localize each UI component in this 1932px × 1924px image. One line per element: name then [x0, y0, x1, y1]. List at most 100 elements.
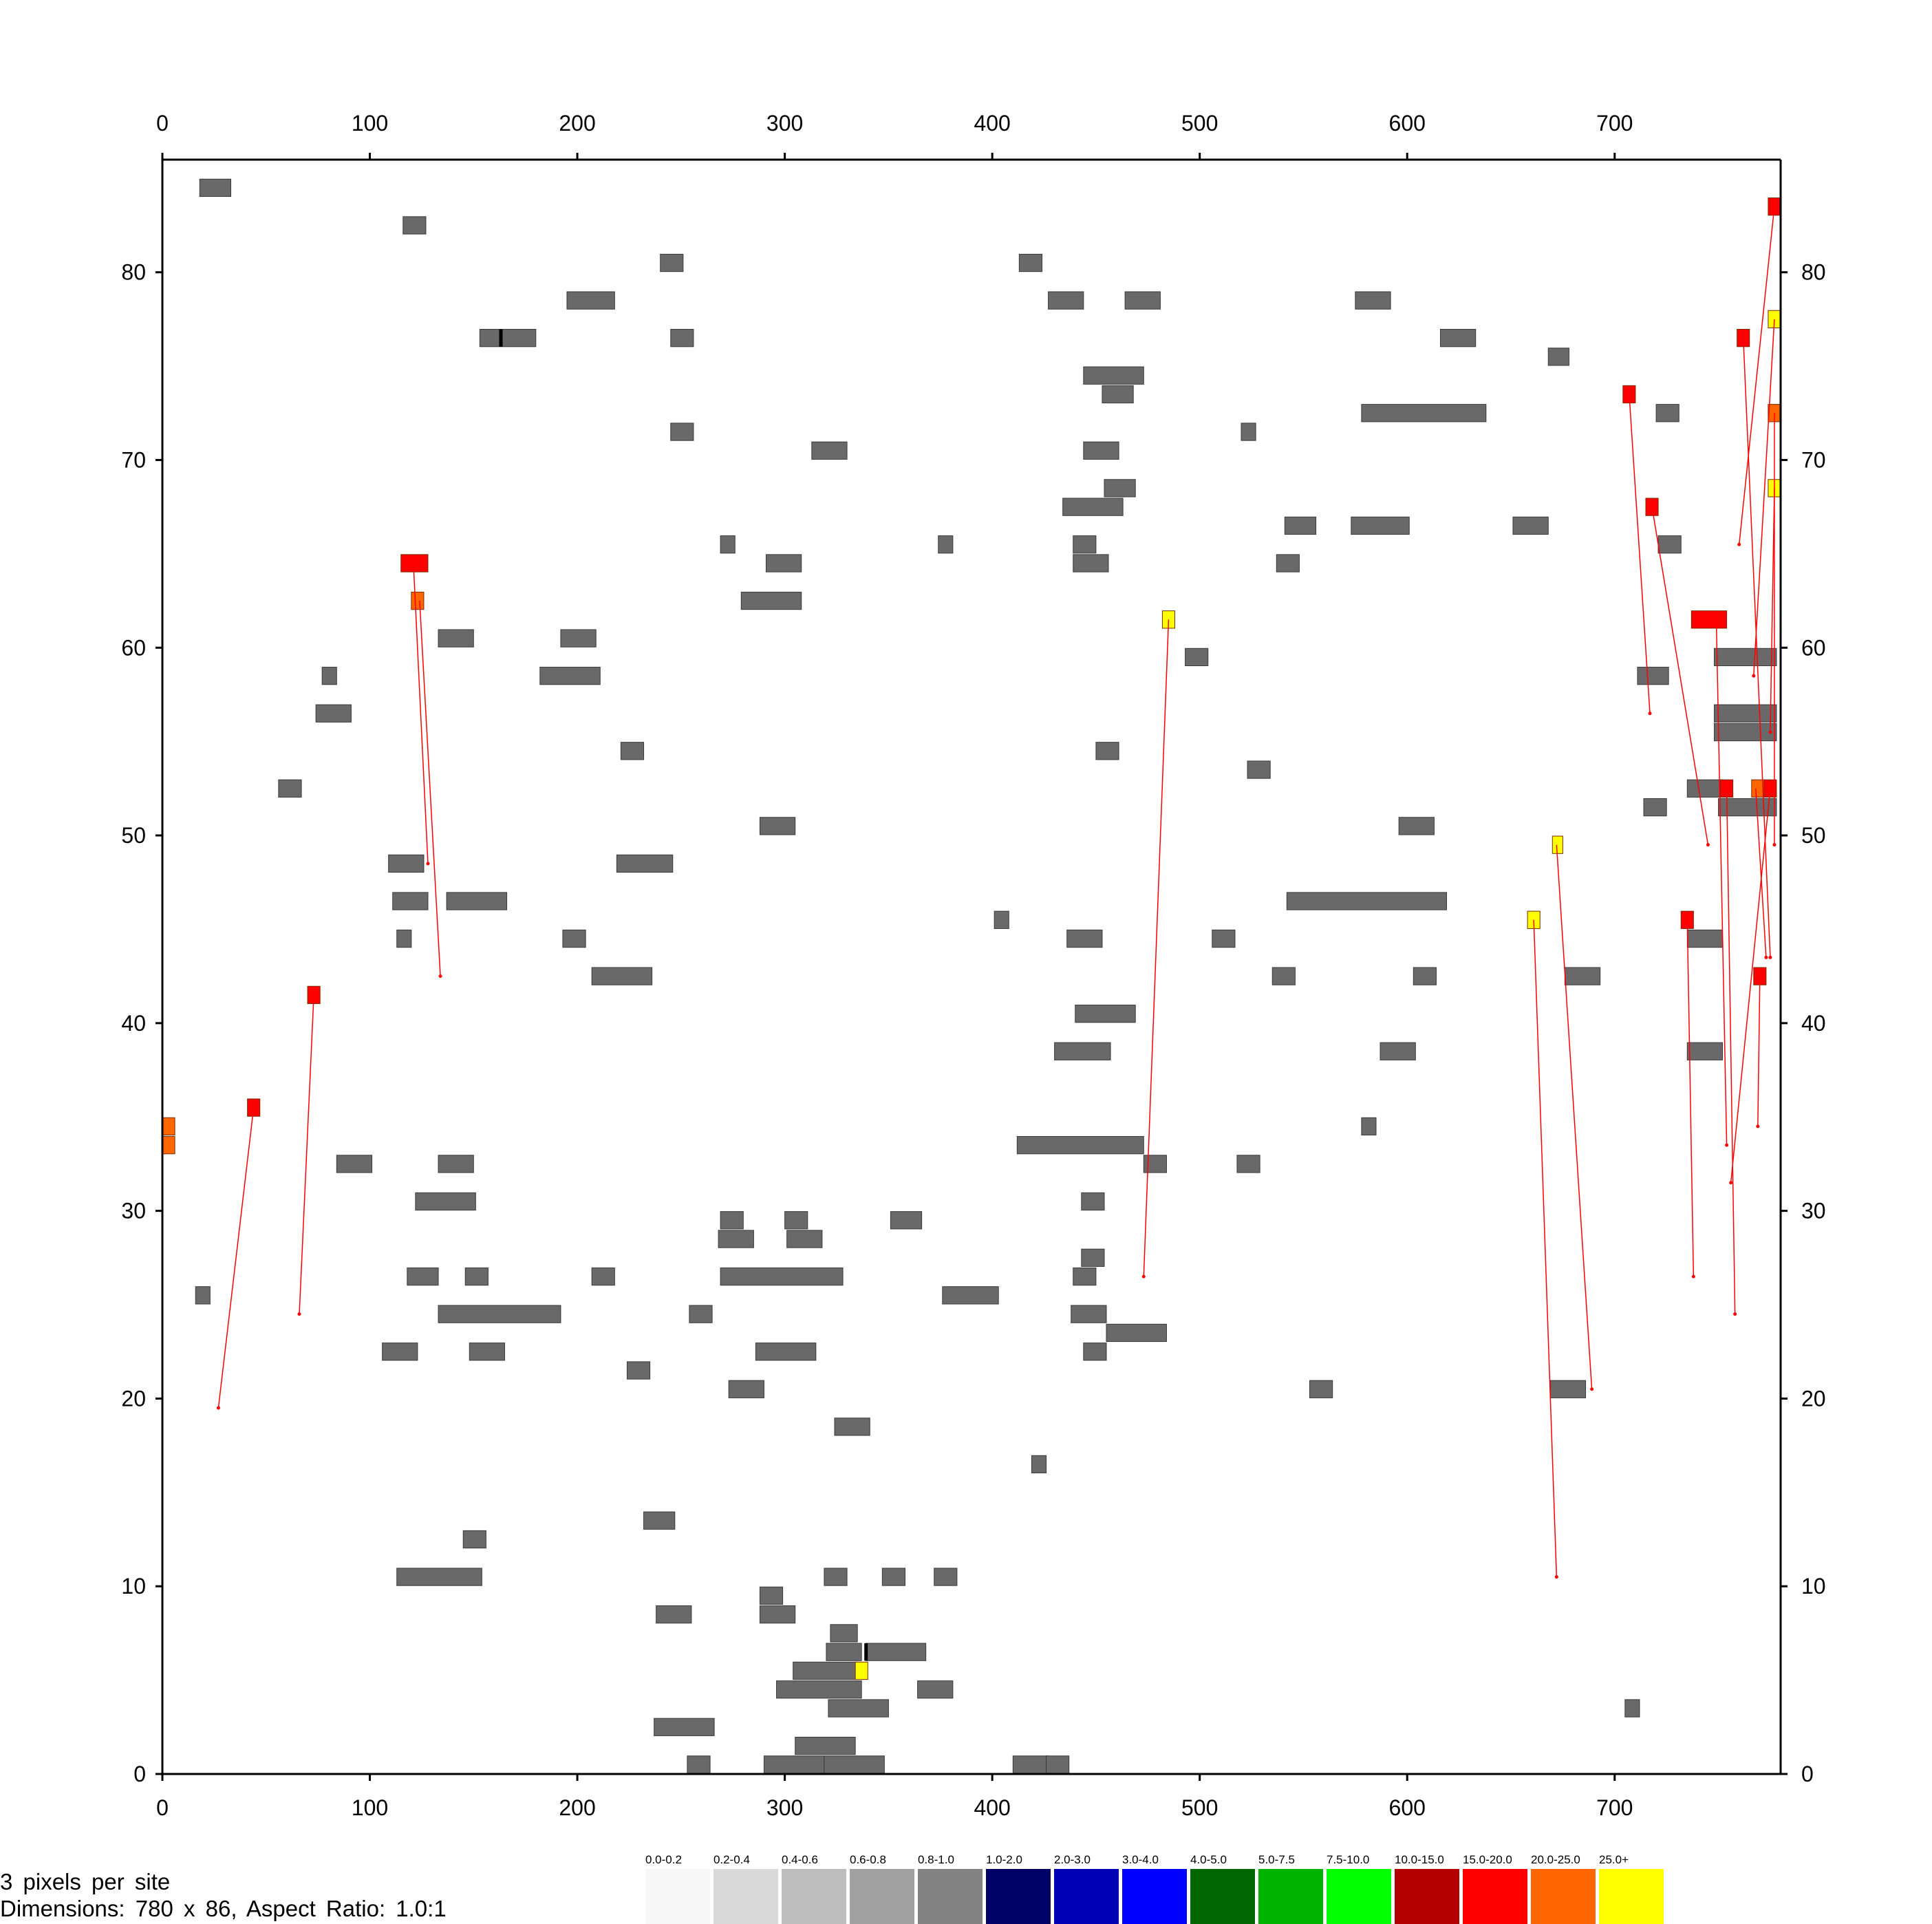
y-tick-label-left: 70: [121, 447, 146, 472]
x-tick-label-bottom: 700: [1596, 1795, 1633, 1820]
link-endpoint: [216, 1406, 220, 1410]
gray-block: [1686, 779, 1724, 798]
link-endpoint: [1554, 1575, 1558, 1579]
link-endpoint: [438, 974, 442, 979]
gray-block: [396, 929, 412, 948]
legend-label: 0.8-1.0: [918, 1853, 954, 1866]
gray-block: [1686, 929, 1724, 948]
gray-block: [462, 1530, 486, 1549]
gray-block: [1073, 554, 1109, 573]
y-tick-label-left: 0: [133, 1762, 146, 1786]
link-line: [1755, 788, 1767, 958]
x-tick-label-top: 700: [1596, 111, 1633, 136]
gray-block: [1361, 404, 1487, 423]
gray-block: [890, 1211, 923, 1230]
color-block: [1552, 835, 1563, 854]
gray-block: [740, 591, 802, 610]
footer-dimensions: Dimensions: 780 x 86, Aspect Ratio: 1.0:…: [0, 1896, 447, 1921]
legend-swatch: [1190, 1869, 1257, 1924]
gray-block: [1081, 1192, 1105, 1211]
gray-block: [1073, 1267, 1097, 1286]
link-endpoint: [1691, 1274, 1695, 1279]
gray-block: [464, 1267, 489, 1286]
legend-swatch: [1054, 1869, 1121, 1924]
y-tick-label-right: 70: [1801, 447, 1826, 472]
gray-block: [795, 1736, 856, 1755]
gray-block: [917, 1680, 954, 1699]
link-line: [1742, 338, 1771, 958]
gray-block: [1361, 1117, 1377, 1136]
gray-block: [616, 854, 674, 873]
x-tick-label-top: 0: [156, 111, 169, 136]
gray-block: [1236, 1155, 1260, 1173]
legend-item: 15.0-20.0: [1463, 1851, 1530, 1924]
gray-block: [826, 1643, 862, 1661]
legend-item: 4.0-5.0: [1190, 1851, 1257, 1924]
legend-item: 5.0-7.5: [1258, 1851, 1325, 1924]
gray-block: [591, 967, 653, 985]
gray-block: [1083, 441, 1119, 460]
x-tick-label-top: 400: [974, 111, 1010, 136]
link-line: [1533, 919, 1558, 1577]
link-lines: [216, 206, 1777, 1579]
y-tick-label-left: 50: [121, 823, 146, 848]
legend-item: 0.4-0.6: [782, 1851, 848, 1924]
gray-block: [539, 667, 601, 685]
y-tick-label-left: 80: [121, 260, 146, 285]
legend-label: 0.6-0.8: [850, 1853, 886, 1866]
legend-item: 0.8-1.0: [918, 1851, 985, 1924]
gray-block: [1071, 1305, 1107, 1323]
gray-block: [763, 1755, 825, 1774]
heatmap-chart: 0010010020020030030040040050050060060070…: [121, 111, 1826, 1820]
legend-swatch: [782, 1869, 848, 1924]
link-line: [1629, 394, 1651, 714]
gray-block: [1351, 516, 1410, 535]
link-endpoint: [1737, 542, 1741, 546]
link-line: [1753, 319, 1775, 676]
legend-label: 2.0-3.0: [1054, 1853, 1091, 1866]
gray-block: [1073, 535, 1097, 554]
gray-block: [881, 1568, 906, 1586]
gray-block: [1380, 1042, 1416, 1060]
color-block: [400, 554, 429, 573]
gray-block: [670, 329, 694, 348]
gray-block: [1048, 291, 1084, 310]
link-endpoint: [1729, 1181, 1733, 1185]
y-tick-label-right: 50: [1801, 823, 1826, 848]
x-tick-label-top: 200: [559, 111, 595, 136]
gray-block: [720, 535, 736, 554]
gray-block: [1398, 817, 1435, 835]
legend-swatch: [1122, 1869, 1189, 1924]
gray-block: [1124, 291, 1161, 310]
color-block: [247, 1098, 261, 1117]
legend-label: 4.0-5.0: [1190, 1853, 1227, 1866]
link-line: [1726, 788, 1736, 1314]
link-line: [1686, 919, 1695, 1277]
gray-block: [479, 329, 537, 348]
gray-block: [1549, 1380, 1587, 1398]
gray-block: [728, 1380, 764, 1398]
gray-block: [1686, 1042, 1724, 1060]
legend-label: 3.0-4.0: [1122, 1853, 1159, 1866]
link-endpoint: [1756, 1124, 1760, 1129]
link-endpoint: [297, 1312, 301, 1316]
gray-block: [865, 1643, 927, 1661]
legend-swatch: [1258, 1869, 1325, 1924]
legend-item: 2.0-3.0: [1054, 1851, 1121, 1924]
gray-block: [689, 1305, 713, 1323]
color-block: [855, 1661, 868, 1680]
x-tick-label-top: 300: [766, 111, 803, 136]
gray-block: [1547, 348, 1569, 366]
legend-label: 20.0-25.0: [1531, 1853, 1580, 1866]
gray-block: [1012, 1755, 1049, 1774]
gray-block: [199, 178, 232, 197]
gray-block: [1413, 967, 1437, 985]
gray-block: [620, 742, 645, 760]
x-tick-label-bottom: 200: [559, 1795, 595, 1820]
gray-block: [1095, 742, 1119, 760]
gray-block: [1106, 1323, 1167, 1343]
gray-block: [824, 1568, 848, 1586]
color-block: [162, 1117, 175, 1136]
legend-label: 1.0-2.0: [986, 1853, 1022, 1866]
legend-item: 20.0-25.0: [1531, 1851, 1598, 1924]
